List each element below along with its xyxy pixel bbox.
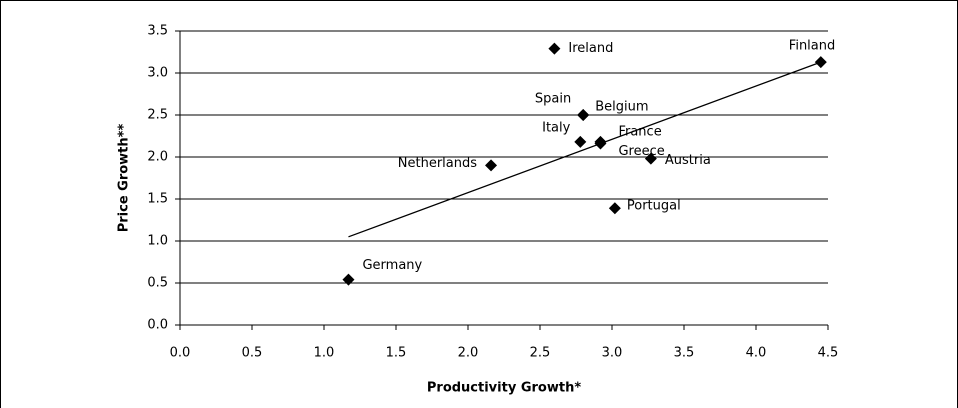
point <box>574 135 587 148</box>
y-tick-label: 1.0 <box>147 234 168 249</box>
point-label: Netherlands <box>398 156 477 171</box>
point <box>608 202 621 215</box>
point-label: Austria <box>665 153 711 168</box>
point-label: France <box>618 124 661 139</box>
point-label: Greece <box>618 144 664 159</box>
point-label: Ireland <box>568 41 613 56</box>
point <box>548 42 561 55</box>
x-tick-label: 1.0 <box>314 346 335 361</box>
y-tick-label: 3.0 <box>147 66 168 81</box>
point <box>644 152 657 165</box>
y-axis-title: Price Growth** <box>117 124 132 233</box>
x-tick-label: 0.5 <box>242 346 263 361</box>
y-tick-label: 3.5 <box>147 24 168 39</box>
x-tick-label: 3.5 <box>674 346 695 361</box>
point-label: Germany <box>362 258 422 273</box>
y-tick-label: 1.5 <box>147 192 168 207</box>
point-label: Spain <box>535 92 571 107</box>
point-label: Finland <box>789 39 835 54</box>
x-tick-label: 3.0 <box>602 346 623 361</box>
y-tick-label: 0.0 <box>147 318 168 333</box>
point <box>577 109 590 121</box>
point <box>485 159 498 172</box>
x-tick-label: 4.5 <box>818 346 839 361</box>
point <box>814 56 827 69</box>
x-tick-label: 2.0 <box>458 346 479 361</box>
point <box>594 137 607 150</box>
x-tick-label: 4.0 <box>746 346 767 361</box>
trend-line <box>348 61 822 238</box>
x-tick-label: 2.5 <box>530 346 551 361</box>
y-tick-label: 2.0 <box>147 150 168 165</box>
x-tick-label: 0.0 <box>170 346 191 361</box>
x-axis-title: Productivity Growth* <box>427 381 581 396</box>
point-label: Belgium <box>595 100 648 115</box>
point-label: Portugal <box>627 199 681 214</box>
y-tick-label: 2.5 <box>147 108 168 123</box>
point-label: Italy <box>542 120 571 135</box>
y-tick-label: 0.5 <box>147 276 168 291</box>
point <box>342 273 355 286</box>
x-tick-label: 1.5 <box>386 346 407 361</box>
